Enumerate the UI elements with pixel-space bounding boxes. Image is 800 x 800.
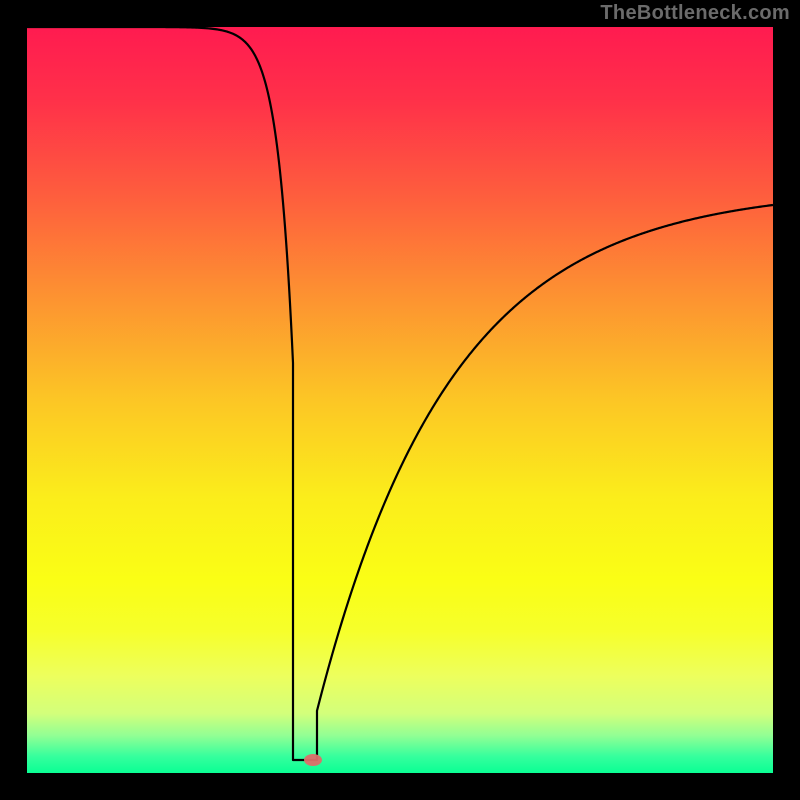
plot-area [27,27,773,773]
chart-svg [0,0,800,800]
watermark-label: TheBottleneck.com [600,2,790,25]
bottleneck-chart [0,0,800,800]
vertex-marker [304,754,322,766]
